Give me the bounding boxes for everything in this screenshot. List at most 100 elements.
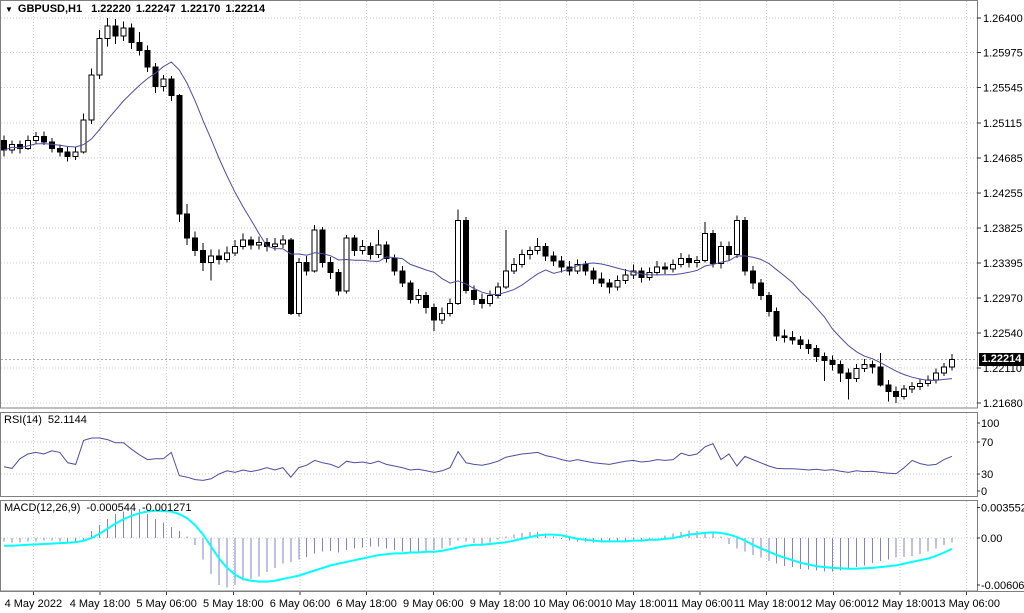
candle-body xyxy=(287,239,294,314)
rsi-name: RSI(14) xyxy=(4,414,42,426)
candle-body xyxy=(208,255,215,264)
candle-body xyxy=(598,278,605,284)
candle-body xyxy=(526,249,533,256)
candle-body xyxy=(869,364,876,368)
candle-body xyxy=(463,219,470,291)
candle-body xyxy=(741,219,748,272)
candle-body xyxy=(128,27,135,43)
time-axis-label: 11 May 18:00 xyxy=(734,598,800,610)
candle-body xyxy=(295,262,302,314)
candle-body xyxy=(797,339,804,345)
candle-body xyxy=(941,366,948,374)
time-axis-label: 13 May 06:00 xyxy=(933,598,1000,610)
candle-body xyxy=(662,266,669,270)
price-axis-label: 1.23825 xyxy=(983,223,1023,235)
macd-name: MACD(12,26,9) xyxy=(4,502,81,514)
candle-body xyxy=(542,245,549,257)
price-axis-label: 1.22970 xyxy=(983,293,1023,305)
rsi-line xyxy=(3,437,953,481)
candle-body xyxy=(407,282,414,300)
candle-body xyxy=(319,229,326,264)
candle-body xyxy=(40,135,47,143)
candle-body xyxy=(375,244,382,256)
candle-body xyxy=(502,270,509,288)
candle-body xyxy=(351,237,358,251)
macd-signal-line xyxy=(4,509,953,583)
candle-body xyxy=(821,355,828,362)
chart-header: ▼ GBPUSD,H1 1.22220 1.22247 1.22170 1.22… xyxy=(5,3,270,15)
candle-body xyxy=(216,255,223,260)
candle-body xyxy=(24,139,31,150)
candle-body xyxy=(773,311,780,337)
candle-body xyxy=(486,294,493,304)
candle-body xyxy=(1,139,7,151)
candle-body xyxy=(200,249,207,264)
candle-body xyxy=(901,388,908,397)
ohlc-open: 1.22220 xyxy=(91,3,131,15)
candle-body xyxy=(757,282,764,296)
time-axis-label: 9 May 18:00 xyxy=(470,598,531,610)
candle-body xyxy=(439,312,446,321)
time-axis-label: 6 May 18:00 xyxy=(336,598,397,610)
candle-body xyxy=(733,219,740,256)
candle-body xyxy=(279,239,286,245)
candle-body xyxy=(829,360,836,366)
time-axis-label: 5 May 06:00 xyxy=(136,598,197,610)
candle-body xyxy=(431,307,438,321)
candle-body xyxy=(271,243,278,247)
candle-body xyxy=(606,282,613,288)
moving-average-line xyxy=(3,61,953,381)
price-axis-label: 1.24685 xyxy=(983,153,1023,165)
candle-body xyxy=(710,232,717,265)
candle-body xyxy=(574,263,581,272)
candle-body xyxy=(518,254,525,265)
price-axis-label: 1.23395 xyxy=(983,258,1023,270)
candle-body xyxy=(805,343,812,349)
candle-body xyxy=(224,252,231,260)
time-axis-label: 9 May 06:00 xyxy=(403,598,464,610)
candle-body xyxy=(853,368,860,380)
rsi-axis-label: 70 xyxy=(981,437,993,449)
time-axis-label: 12 May 06:00 xyxy=(800,598,867,610)
current-price-tag: 1.22214 xyxy=(979,353,1024,366)
candle-body xyxy=(391,258,398,272)
candle-body xyxy=(399,270,406,284)
candle-body xyxy=(447,302,454,314)
candle-body xyxy=(933,372,940,381)
candle-body xyxy=(383,244,390,260)
candle-body xyxy=(335,271,342,292)
price-axis-label: 1.22540 xyxy=(983,328,1023,340)
candle-body xyxy=(192,237,199,251)
candle-body xyxy=(781,335,788,339)
candle-body xyxy=(104,25,111,39)
rsi-panel-border xyxy=(0,412,978,497)
candle-body xyxy=(72,151,79,158)
candle-body xyxy=(717,245,724,265)
candle-body xyxy=(670,263,677,270)
price-axis-label: 1.21680 xyxy=(983,398,1023,410)
candle-body xyxy=(494,286,501,296)
candle-body xyxy=(423,294,430,309)
rsi-value: 52.1144 xyxy=(47,414,87,426)
time-axis-label: 5 May 18:00 xyxy=(203,598,264,610)
candle-body xyxy=(885,384,892,393)
price-axis-label: 1.25975 xyxy=(983,48,1023,60)
macd-indicator-label: MACD(12,26,9) -0.000544 -0.001271 xyxy=(4,502,198,514)
candle-body xyxy=(550,255,557,262)
candle-body xyxy=(949,358,955,368)
candle-body xyxy=(765,294,772,313)
candle-body xyxy=(415,294,422,300)
time-axis-labels: 4 May 2022 4 May 18:00 5 May 06:00 5 May 18… xyxy=(5,592,1000,610)
macd-axis-label: -0.006061 xyxy=(981,580,1024,592)
time-axis-label: 12 May 18:00 xyxy=(867,598,934,610)
macd-axis-label: 0.003552 xyxy=(981,503,1024,515)
candle-body xyxy=(327,262,334,273)
candle-body xyxy=(144,50,151,68)
candle-body xyxy=(845,372,852,380)
candle-body xyxy=(590,270,597,280)
rsi-axis-label: 100 xyxy=(981,418,999,430)
symbol-dropdown-icon[interactable]: ▼ xyxy=(5,4,13,14)
candle-body xyxy=(184,213,191,239)
candle-body xyxy=(861,364,868,370)
